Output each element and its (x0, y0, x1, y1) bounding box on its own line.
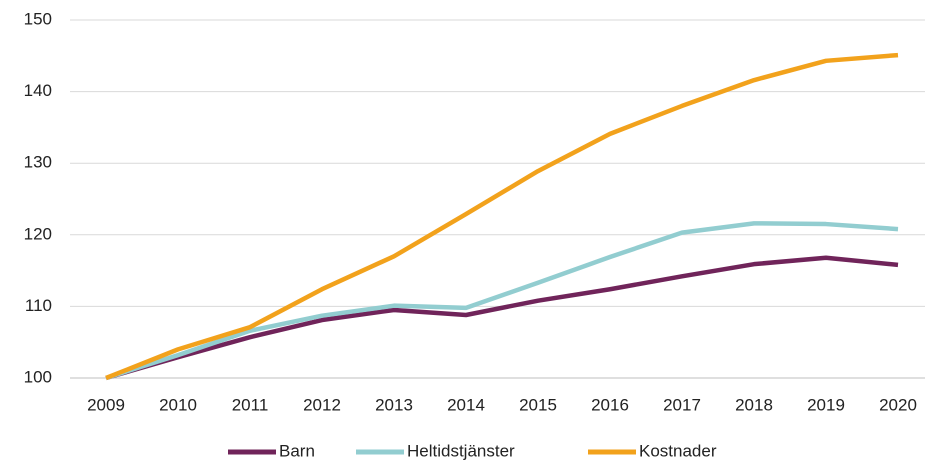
series-line (105, 52, 899, 381)
y-tick-label: 140 (24, 81, 52, 100)
x-tick-label: 2012 (303, 395, 341, 414)
x-tick-label: 2011 (232, 395, 269, 414)
legend-label: Kostnader (639, 441, 717, 460)
legend-label: Barn (279, 441, 315, 460)
y-tick-label: 150 (24, 9, 52, 28)
x-tick-label: 2014 (447, 395, 485, 414)
x-tick-label: 2016 (591, 395, 629, 414)
x-tick-label: 2009 (87, 395, 125, 414)
series-line (105, 221, 899, 381)
y-tick-label: 120 (24, 224, 52, 243)
y-tick-label: 100 (24, 367, 52, 386)
x-tick-label: 2010 (159, 395, 197, 414)
series-line (105, 255, 899, 381)
x-tick-label: 2013 (375, 395, 413, 414)
y-tick-label: 130 (24, 153, 52, 172)
y-tick-label: 110 (25, 296, 52, 315)
x-tick-label: 2018 (735, 395, 773, 414)
x-tick-label: 2020 (879, 395, 917, 414)
x-tick-label: 2019 (807, 395, 845, 414)
x-tick-label: 2017 (663, 395, 701, 414)
legend-label: Heltidstjänster (407, 441, 515, 460)
x-tick-label: 2015 (519, 395, 557, 414)
